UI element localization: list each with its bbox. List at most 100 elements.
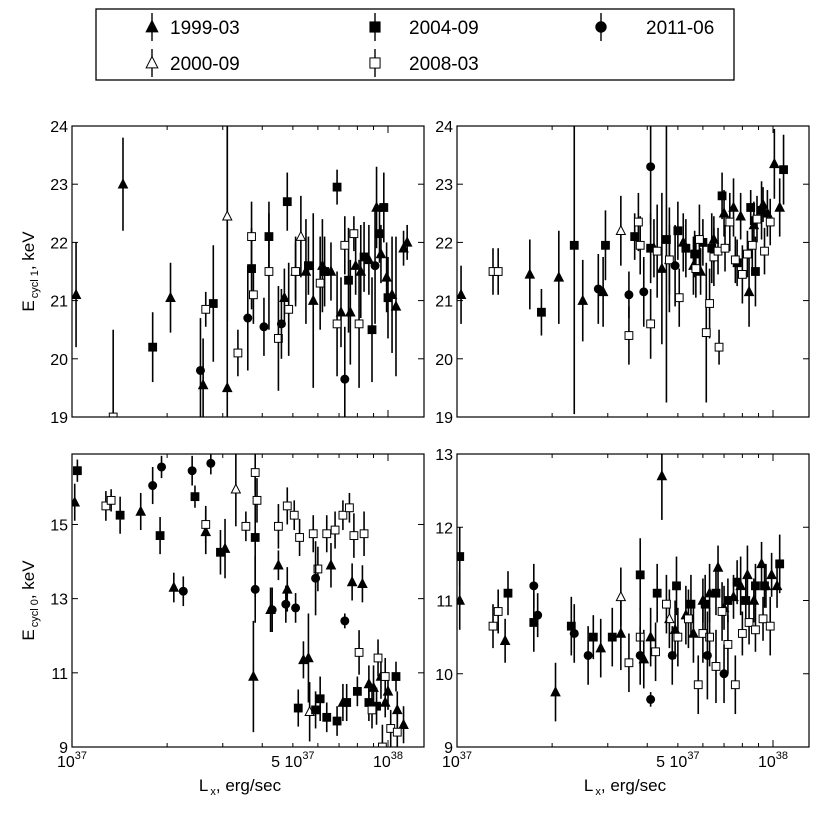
data-point	[711, 588, 721, 598]
data-point	[115, 510, 125, 520]
data-point	[346, 575, 358, 587]
data-point	[342, 698, 352, 707]
data-point	[282, 197, 292, 207]
y-tick-label: 21	[435, 294, 453, 311]
data-point	[743, 285, 755, 297]
data-point	[291, 603, 301, 613]
series-2011-06	[195, 207, 380, 417]
data-point	[684, 614, 693, 624]
data-point	[728, 201, 739, 212]
data-point	[332, 182, 342, 192]
data-point	[359, 529, 369, 539]
y-tick-label: 20	[435, 352, 453, 369]
data-point	[168, 581, 180, 592]
data-point	[681, 243, 691, 253]
data-point	[524, 268, 536, 279]
y-tick-label: 24	[435, 119, 453, 136]
data-point	[332, 319, 342, 329]
legend-marker-2008-03	[369, 57, 381, 69]
data-point	[757, 205, 766, 215]
data-point	[702, 650, 712, 660]
data-point	[379, 203, 389, 212]
data-point	[284, 304, 294, 314]
data-point	[350, 259, 361, 270]
data-point	[72, 466, 82, 476]
series-2004-09	[72, 459, 401, 736]
data-point	[751, 581, 760, 591]
data-point	[252, 495, 262, 505]
data-point	[367, 705, 377, 715]
series-1999-03	[72, 126, 413, 417]
data-point	[533, 610, 543, 620]
data-point	[241, 521, 251, 531]
data-point	[338, 510, 348, 520]
y-tick-label: 13	[50, 592, 68, 609]
data-point	[577, 294, 589, 305]
data-point	[276, 319, 286, 329]
data-point	[106, 495, 116, 505]
data-point	[695, 235, 704, 244]
data-point	[714, 342, 724, 352]
data-point	[190, 492, 200, 502]
legend-marker-2004-09	[369, 21, 381, 33]
data-point	[723, 596, 733, 605]
data-point	[398, 242, 409, 253]
data-point	[624, 658, 634, 668]
data-point	[457, 552, 465, 561]
series-2011-06	[529, 563, 729, 707]
data-point	[293, 703, 303, 713]
data-point	[553, 271, 565, 282]
data-point	[345, 306, 356, 317]
data-point	[633, 217, 643, 227]
data-point	[135, 505, 147, 516]
series-2008-03	[108, 201, 364, 417]
data-point	[595, 642, 607, 653]
data-point	[646, 162, 656, 172]
data-point	[379, 696, 391, 707]
data-point	[398, 718, 409, 729]
data-point	[711, 662, 721, 671]
data-point	[635, 650, 645, 660]
y-tick-label: 19	[435, 410, 453, 427]
data-point	[670, 261, 680, 271]
data-point	[101, 501, 111, 511]
data-point	[705, 299, 714, 308]
y-tick-label: 11	[436, 594, 453, 611]
plot-frame	[456, 125, 810, 418]
data-point	[247, 232, 256, 241]
panel-top-left: 19 20 21 22 23 24 Ecycl 1, keV	[19, 119, 425, 427]
data-point	[230, 483, 242, 494]
data-point	[330, 525, 340, 535]
data-point	[588, 632, 598, 642]
data-point	[357, 577, 368, 589]
data-point	[273, 559, 284, 570]
data-point	[340, 374, 350, 384]
data-point	[700, 599, 710, 609]
y-tick-label: 19	[50, 410, 68, 427]
data-point	[656, 469, 668, 481]
data-point	[717, 607, 727, 616]
data-point	[758, 614, 768, 624]
y-tick-label: 24	[50, 119, 68, 136]
legend-label: 2011-06	[646, 18, 714, 39]
data-point	[601, 240, 610, 250]
y-tick-label: 22	[50, 235, 68, 252]
data-point	[493, 607, 503, 616]
data-point	[322, 712, 332, 722]
data-point	[723, 640, 733, 649]
y-tick-label: 13	[435, 447, 453, 464]
y-tick-label: 11	[51, 666, 68, 683]
y-tick-label: 12	[435, 520, 453, 537]
series-2000-09	[221, 126, 307, 321]
data-point	[354, 319, 364, 329]
data-point	[303, 651, 314, 663]
data-point	[267, 605, 277, 615]
data-point	[717, 191, 727, 201]
data-point	[607, 632, 617, 642]
data-point	[155, 531, 165, 540]
data-point	[765, 217, 775, 227]
data-point	[646, 319, 656, 329]
data-point	[457, 288, 467, 300]
